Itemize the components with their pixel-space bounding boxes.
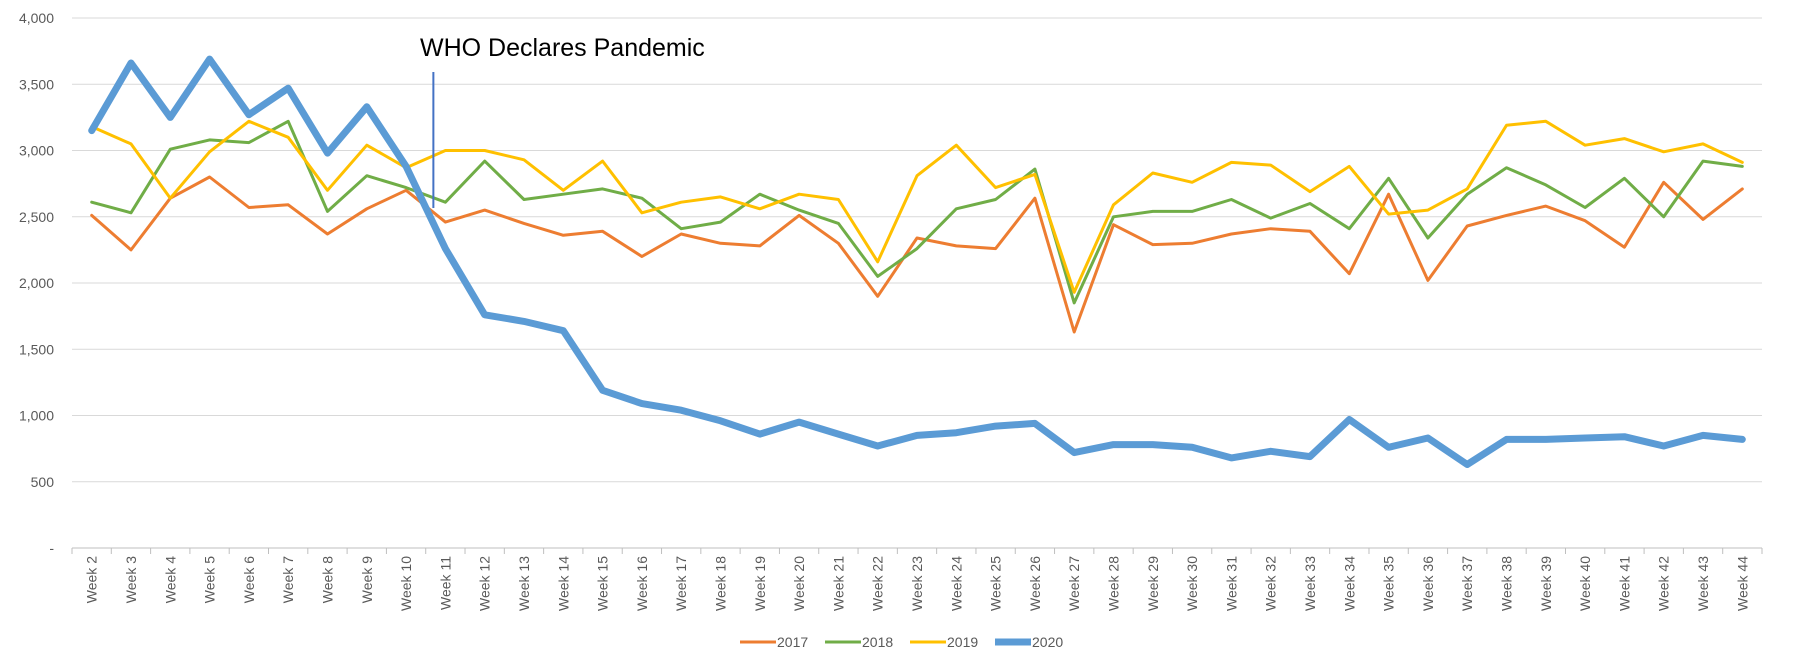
x-tick-label: Week 26 (1027, 556, 1043, 611)
x-tick-label: Week 44 (1734, 556, 1750, 611)
x-tick-label: Week 42 (1656, 556, 1672, 611)
x-tick-label: Week 3 (123, 556, 139, 603)
x-tick-label: Week 34 (1341, 556, 1357, 611)
y-tick-label: 4,000 (19, 10, 54, 26)
series-lines (88, 55, 1746, 468)
x-tick-label: Week 37 (1459, 556, 1475, 611)
legend-label-2017: 2017 (777, 634, 808, 650)
legend-label-2018: 2018 (862, 634, 893, 650)
x-tick-label: Week 2 (84, 556, 100, 603)
x-tick-label: Week 23 (909, 556, 925, 611)
x-tick-label: Week 9 (359, 556, 375, 603)
x-tick-label: Week 14 (555, 556, 571, 611)
x-tick-label: Week 12 (477, 556, 493, 611)
x-tick-label: Week 8 (319, 556, 335, 603)
y-tick-label: 500 (31, 474, 55, 490)
y-tick-label: 3,000 (19, 143, 54, 159)
series-line-2017 (90, 175, 1744, 334)
x-tick-label: Week 4 (162, 556, 178, 603)
gridlines (72, 17, 1762, 549)
annotations: WHO Declares Pandemic (420, 34, 705, 208)
x-tick-label: Week 35 (1381, 556, 1397, 611)
x-tick-label: Week 43 (1695, 556, 1711, 611)
legend-label-2019: 2019 (947, 634, 978, 650)
x-tick-label: Week 27 (1066, 556, 1082, 611)
x-axis-tick-labels: Week 2 Week 3 Week 4 Week 5 Week 6 Week 7 Week… (71, 548, 1763, 611)
series-line-2020 (88, 55, 1746, 468)
x-tick-label: Week 18 (712, 556, 728, 611)
x-tick-label: Week 5 (202, 556, 218, 603)
y-tick-label: 3,500 (19, 76, 54, 92)
x-tick-label: Week 38 (1499, 556, 1515, 611)
x-tick-label: Week 28 (1106, 556, 1122, 611)
x-tick-label: Week 22 (870, 556, 886, 611)
legend: 2017 2018 2019 2020 (740, 634, 1063, 650)
x-tick-label: Week 21 (830, 556, 846, 611)
series-line-2018 (90, 119, 1744, 305)
x-tick-label: Week 16 (634, 556, 650, 611)
annotation-label: WHO Declares Pandemic (420, 34, 705, 62)
x-tick-label: Week 39 (1538, 556, 1554, 611)
x-tick-label: Week 30 (1184, 556, 1200, 611)
x-tick-label: Week 6 (241, 556, 257, 603)
x-tick-label: Week 11 (437, 556, 453, 610)
x-tick-label: Week 7 (280, 556, 296, 603)
x-tick-label: Week 32 (1263, 556, 1279, 611)
x-tick-label: Week 13 (516, 556, 532, 611)
y-tick-label: 1,000 (19, 408, 54, 424)
x-tick-label: Week 33 (1302, 556, 1318, 611)
x-tick-label: Week 20 (791, 556, 807, 611)
y-axis-tick-labels: - 500 1,000 1,500 2,000 2,500 3,000 3,500 4,000 (19, 10, 54, 556)
x-tick-label: Week 36 (1420, 556, 1436, 611)
x-tick-label: Week 15 (595, 556, 611, 611)
x-tick-label: Week 10 (398, 556, 414, 611)
series-line-2019 (90, 119, 1744, 294)
x-tick-label: Week 31 (1223, 556, 1239, 611)
y-tick-label: 1,500 (19, 341, 54, 357)
x-tick-label: Week 40 (1577, 556, 1593, 611)
x-tick-label: Week 25 (988, 556, 1004, 611)
x-tick-label: Week 29 (1145, 556, 1161, 611)
y-tick-label: - (49, 540, 54, 556)
y-tick-label: 2,500 (19, 209, 54, 225)
x-tick-label: Week 41 (1616, 556, 1632, 611)
x-tick-label: Week 19 (752, 556, 768, 611)
y-tick-label: 2,000 (19, 275, 54, 291)
legend-label-2020: 2020 (1032, 634, 1063, 650)
x-tick-label: Week 24 (948, 556, 964, 611)
x-tick-label: Week 17 (673, 556, 689, 611)
